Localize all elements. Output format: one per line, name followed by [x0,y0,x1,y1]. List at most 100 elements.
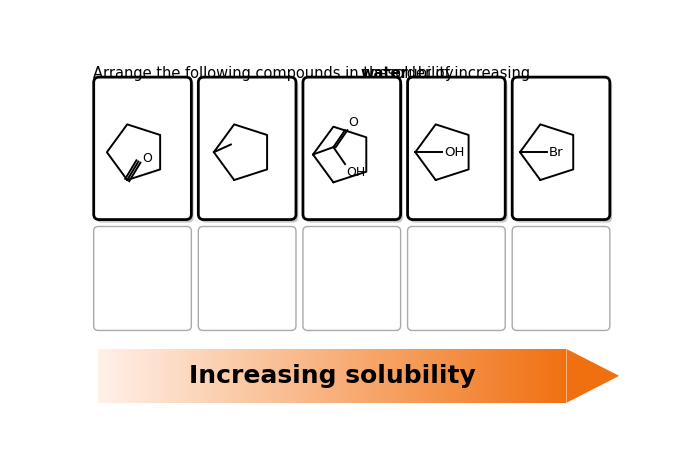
Polygon shape [433,349,434,403]
Polygon shape [175,349,176,403]
Polygon shape [518,349,519,403]
Text: Increasing solubility: Increasing solubility [189,364,476,388]
Polygon shape [272,349,273,403]
Polygon shape [552,349,554,403]
Polygon shape [452,349,454,403]
Polygon shape [526,349,527,403]
Polygon shape [373,349,374,403]
Polygon shape [421,349,423,403]
Polygon shape [372,349,373,403]
Polygon shape [410,349,412,403]
Polygon shape [204,349,206,403]
FancyBboxPatch shape [305,80,403,223]
Polygon shape [527,349,529,403]
Polygon shape [442,349,443,403]
Polygon shape [559,349,560,403]
Polygon shape [190,349,192,403]
Polygon shape [139,349,141,403]
Polygon shape [340,349,342,403]
Polygon shape [401,349,402,403]
Polygon shape [398,349,400,403]
Polygon shape [470,349,471,403]
Polygon shape [116,349,117,403]
Polygon shape [522,349,523,403]
Polygon shape [242,349,244,403]
Polygon shape [164,349,165,403]
Polygon shape [323,349,325,403]
Polygon shape [456,349,457,403]
Polygon shape [156,349,158,403]
Polygon shape [363,349,365,403]
Polygon shape [178,349,179,403]
Polygon shape [304,349,306,403]
Polygon shape [519,349,522,403]
Polygon shape [467,349,468,403]
FancyBboxPatch shape [514,80,612,223]
Polygon shape [131,349,133,403]
Polygon shape [449,349,451,403]
Polygon shape [473,349,475,403]
Polygon shape [226,349,228,403]
Polygon shape [113,349,114,403]
Polygon shape [382,349,384,403]
Polygon shape [343,349,345,403]
Polygon shape [239,349,240,403]
Polygon shape [550,349,551,403]
Polygon shape [332,349,334,403]
Polygon shape [311,349,312,403]
Polygon shape [136,349,137,403]
Polygon shape [454,349,456,403]
Polygon shape [270,349,272,403]
Polygon shape [334,349,335,403]
Polygon shape [127,349,128,403]
Polygon shape [564,349,565,403]
Polygon shape [423,349,424,403]
FancyBboxPatch shape [512,77,610,219]
Polygon shape [543,349,545,403]
Polygon shape [193,349,195,403]
Polygon shape [542,349,543,403]
Polygon shape [368,349,370,403]
Polygon shape [477,349,479,403]
Polygon shape [490,349,491,403]
Polygon shape [501,349,503,403]
Polygon shape [498,349,499,403]
Polygon shape [489,349,490,403]
Polygon shape [222,349,223,403]
Polygon shape [106,349,108,403]
Polygon shape [264,349,265,403]
Polygon shape [125,349,127,403]
Polygon shape [281,349,283,403]
FancyBboxPatch shape [303,226,400,331]
Polygon shape [451,349,452,403]
Polygon shape [104,349,106,403]
Polygon shape [524,349,526,403]
Polygon shape [508,349,509,403]
Polygon shape [145,349,147,403]
Polygon shape [339,349,340,403]
FancyBboxPatch shape [198,226,296,331]
Polygon shape [274,349,277,403]
Polygon shape [358,349,359,403]
Polygon shape [278,349,279,403]
Polygon shape [532,349,533,403]
Polygon shape [384,349,386,403]
FancyBboxPatch shape [410,80,508,223]
Polygon shape [409,349,410,403]
Polygon shape [362,349,363,403]
Polygon shape [148,349,150,403]
Polygon shape [256,349,258,403]
Polygon shape [404,349,406,403]
FancyBboxPatch shape [201,80,298,223]
FancyBboxPatch shape [94,77,191,219]
Text: solubility.: solubility. [383,66,456,81]
Polygon shape [484,349,485,403]
Polygon shape [260,349,262,403]
Polygon shape [406,349,407,403]
Polygon shape [312,349,314,403]
Polygon shape [307,349,309,403]
Polygon shape [128,349,130,403]
Polygon shape [437,349,438,403]
Polygon shape [218,349,220,403]
Polygon shape [529,349,531,403]
